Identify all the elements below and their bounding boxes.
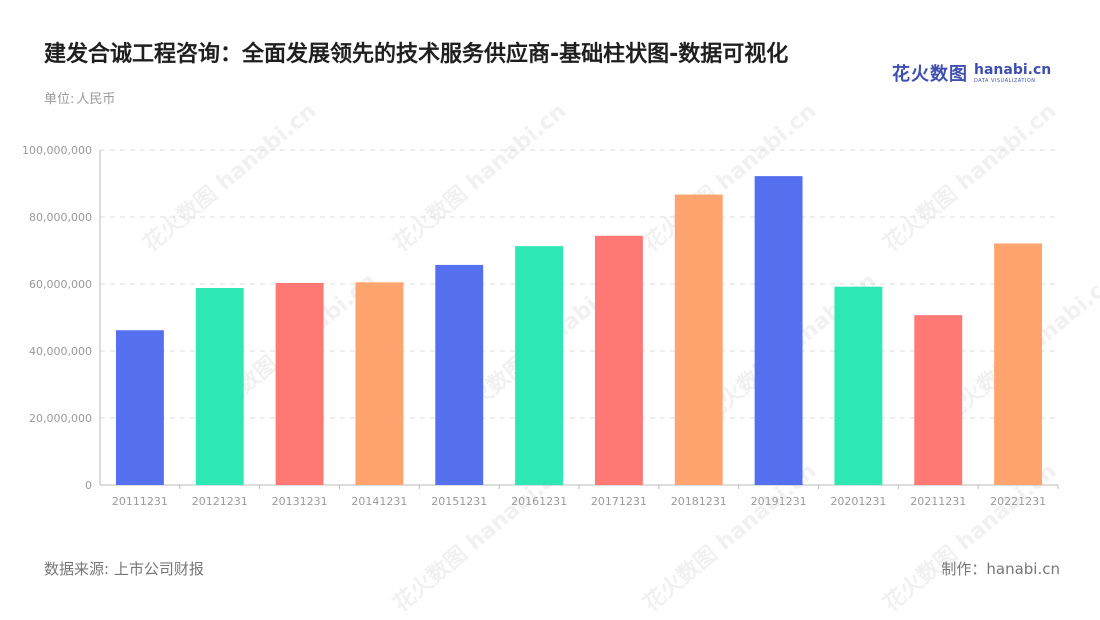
brand-logo-sub: DATA VISUALIZATION bbox=[974, 77, 1036, 84]
x-tick-label: 20211231 bbox=[910, 495, 966, 508]
maker-credit: 制作：hanabi.cn bbox=[941, 560, 1060, 578]
x-tick-label: 20161231 bbox=[511, 495, 567, 508]
y-tick-label: 60,000,000 bbox=[29, 278, 92, 291]
x-tick-label: 20131231 bbox=[272, 495, 328, 508]
bar[interactable] bbox=[515, 246, 564, 485]
unit-label: 单位: bbox=[44, 92, 75, 107]
brand-logo-en-group: hanabi.cn DATA VISUALIZATION bbox=[974, 63, 1051, 84]
y-tick-label: 0 bbox=[85, 479, 92, 492]
x-tick-label: 20201231 bbox=[830, 495, 886, 508]
bar[interactable] bbox=[834, 286, 883, 485]
y-tick-label: 20,000,000 bbox=[29, 412, 92, 425]
bar[interactable] bbox=[994, 243, 1043, 485]
bar[interactable] bbox=[115, 330, 164, 485]
x-tick-label: 20111231 bbox=[112, 495, 168, 508]
x-tick-label: 20221231 bbox=[990, 495, 1046, 508]
x-tick-label: 20121231 bbox=[192, 495, 248, 508]
bar[interactable] bbox=[195, 288, 244, 485]
chart-title: 建发合诚工程咨询：全面发展领先的技术服务供应商-基础柱状图-数据可视化 bbox=[44, 42, 789, 67]
x-tick-label: 20181231 bbox=[671, 495, 727, 508]
data-source: 数据来源: 上市公司财报 bbox=[44, 560, 204, 578]
unit-value: 人民币 bbox=[76, 92, 116, 107]
brand-logo-en: hanabi.cn bbox=[974, 61, 1052, 78]
x-tick-label: 20171231 bbox=[591, 495, 647, 508]
y-tick-label: 40,000,000 bbox=[29, 345, 92, 358]
bar[interactable] bbox=[914, 315, 963, 485]
unit-note: 单位: 人民币 bbox=[44, 88, 115, 107]
chart-area: 0 20,000,000 40,000,000 60,000,000 80,000,00… bbox=[0, 130, 1100, 520]
bar[interactable] bbox=[674, 194, 723, 485]
x-tick-label: 20191231 bbox=[751, 495, 807, 508]
y-tick-label: 100,000,000 bbox=[22, 144, 92, 157]
brand-logo: 花火数图 hanabi.cn DATA VISUALIZATION bbox=[892, 60, 1051, 86]
bar-chart: 0 20,000,000 40,000,000 60,000,000 80,000,00… bbox=[22, 144, 1059, 508]
x-tick-label: 20141231 bbox=[351, 495, 407, 508]
bar[interactable] bbox=[355, 282, 404, 485]
bar[interactable] bbox=[435, 264, 484, 485]
y-tick-label: 80,000,000 bbox=[29, 211, 92, 224]
bar[interactable] bbox=[594, 235, 643, 485]
brand-logo-cn: 花火数图 bbox=[892, 64, 968, 85]
x-tick-label: 20151231 bbox=[431, 495, 487, 508]
bar[interactable] bbox=[754, 176, 803, 485]
bar[interactable] bbox=[275, 282, 324, 485]
